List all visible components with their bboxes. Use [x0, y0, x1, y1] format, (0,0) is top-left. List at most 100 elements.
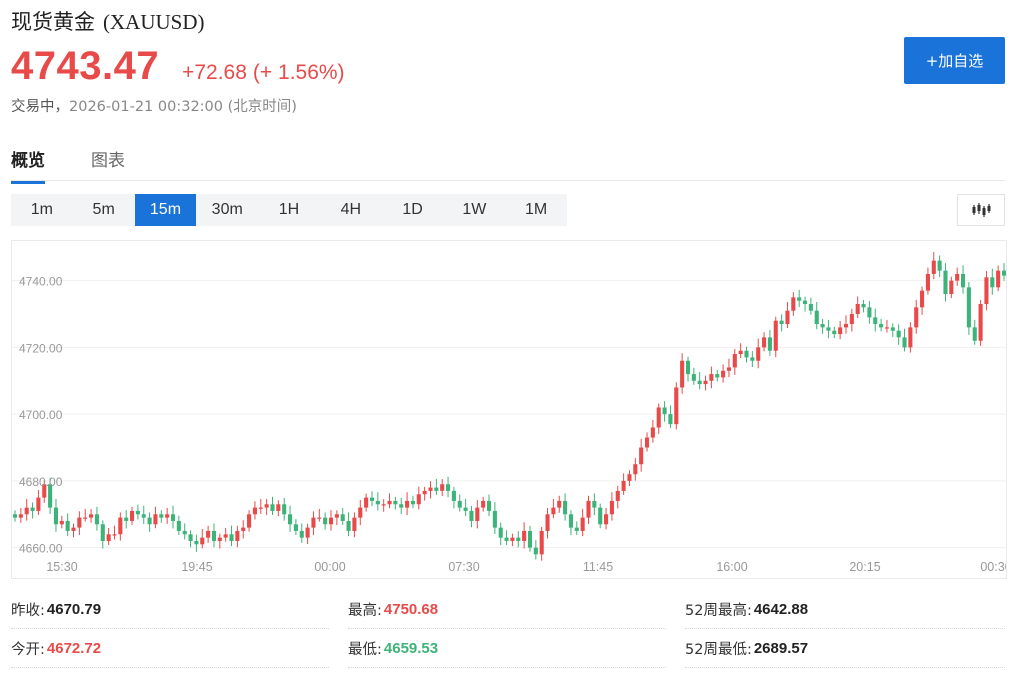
candle	[709, 366, 714, 389]
candle	[241, 520, 246, 539]
candle	[914, 299, 919, 334]
interval-5m[interactable]: 5m	[92, 201, 115, 218]
stat-52w-low: 52周最低: 2689.57	[685, 629, 1005, 668]
candle	[966, 282, 971, 335]
candle	[159, 510, 164, 523]
interval-1d[interactable]: 1D	[402, 201, 423, 218]
candle	[252, 501, 257, 520]
candle	[118, 512, 123, 541]
interval-15m[interactable]: 15m	[134, 194, 197, 226]
y-tick-label: 4700.00	[19, 408, 63, 422]
candle	[896, 324, 901, 345]
candle	[299, 523, 304, 543]
candle	[902, 328, 907, 352]
x-tick-label: 19:45	[181, 560, 212, 574]
candle	[592, 493, 597, 516]
candle	[855, 296, 860, 319]
candle	[235, 525, 240, 548]
candle	[598, 503, 603, 529]
candle	[504, 530, 509, 545]
interval-1m[interactable]: 1m	[30, 201, 53, 218]
candle	[744, 346, 749, 363]
candle	[475, 500, 480, 529]
candle	[42, 480, 47, 503]
candle	[621, 473, 626, 495]
candle	[955, 267, 960, 286]
candle	[879, 318, 884, 332]
candle	[24, 498, 29, 521]
candle	[334, 510, 339, 526]
candle	[211, 523, 217, 548]
candle	[293, 519, 298, 535]
instrument-name: 现货黄金	[11, 10, 95, 34]
candle	[381, 499, 386, 512]
candle	[726, 358, 732, 378]
candle	[908, 322, 913, 353]
candle	[604, 507, 609, 530]
change-percent: (+ 1.56%)	[252, 61, 345, 84]
trading-status: 交易中，2026-01-21 00:32:00 (北京时间)	[11, 95, 297, 116]
candle	[48, 477, 53, 514]
candle	[416, 486, 421, 510]
main-tabs: 概览 图表	[11, 140, 1005, 184]
candle	[486, 494, 492, 517]
stat-label: 昨收:	[11, 602, 45, 619]
candle	[94, 506, 99, 531]
candle	[30, 502, 35, 519]
stat-label: 最低:	[348, 641, 382, 658]
candle	[206, 525, 211, 543]
x-tick-label: 07:30	[448, 560, 479, 574]
chart-type-button[interactable]	[957, 194, 1005, 226]
candle	[644, 432, 650, 452]
interval-1mo[interactable]: 1M	[525, 201, 548, 218]
interval-4h[interactable]: 4H	[340, 201, 362, 218]
candle	[750, 351, 755, 368]
candle	[492, 502, 497, 534]
interval-1h[interactable]: 1H	[278, 201, 300, 218]
candle	[937, 255, 942, 277]
candle	[545, 507, 550, 539]
candle	[106, 527, 111, 545]
candle	[533, 540, 538, 560]
candle	[129, 506, 135, 525]
candle	[791, 292, 796, 316]
candle	[153, 506, 158, 529]
x-axis-labels: 15:30 19:45 00:00 07:30 11:45 16:00 20:15 00:30	[46, 560, 1006, 574]
candle	[639, 438, 644, 472]
candle	[405, 492, 410, 516]
candle	[352, 512, 357, 538]
candlestick-icon	[972, 203, 991, 217]
y-axis-labels: 4660.00 4680.00 4700.00 4720.00 4740.00	[19, 275, 63, 556]
candle	[762, 332, 767, 352]
interval-1w[interactable]: 1W	[462, 201, 487, 218]
candle	[364, 493, 369, 512]
stat-value: 4750.68	[383, 600, 439, 618]
candle	[276, 500, 281, 517]
stat-high: 最高: 4750.68	[348, 590, 666, 629]
candle	[814, 302, 819, 330]
candle	[311, 511, 316, 536]
candle	[317, 508, 322, 522]
candle	[270, 496, 275, 515]
candle	[323, 512, 328, 530]
price-change: +72.68 (+ 1.56%)	[182, 61, 344, 85]
tab-overview[interactable]: 概览	[11, 146, 45, 184]
candle	[340, 507, 345, 525]
candle	[802, 296, 808, 312]
candle	[440, 479, 445, 497]
stat-value: 4670.79	[46, 600, 102, 618]
interval-30m[interactable]: 30m	[211, 201, 243, 218]
candle	[89, 509, 94, 523]
candle	[890, 323, 895, 338]
add-to-watchlist-button[interactable]: +加自选	[904, 37, 1005, 84]
candle	[194, 534, 199, 552]
candle	[428, 481, 433, 499]
candle	[53, 498, 59, 532]
tab-chart[interactable]: 图表	[91, 151, 125, 171]
candle	[586, 495, 591, 524]
candle	[100, 520, 105, 549]
price-chart[interactable]: 4660.00 4680.00 4700.00 4720.00 4740.00 15:3…	[11, 240, 1007, 579]
candle	[469, 505, 474, 528]
candle	[410, 495, 415, 509]
stat-label: 最高:	[348, 602, 382, 619]
